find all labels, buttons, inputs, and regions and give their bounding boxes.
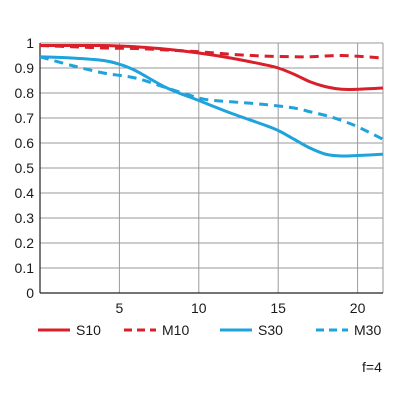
y-tick-label: 0.9 (15, 60, 35, 76)
y-tick-label: 0.4 (15, 185, 35, 201)
y-tick-label: 0.2 (15, 235, 35, 251)
legend-label-m30: M30 (354, 322, 381, 338)
series-lines (39, 43, 384, 158)
x-tick-label: 20 (350, 300, 366, 316)
series-line-s30 (39, 55, 384, 158)
series-line-m10 (39, 44, 384, 60)
legend-label-m10: M10 (162, 322, 189, 338)
y-tick-label: 0.1 (15, 260, 35, 276)
x-tick-label: 5 (115, 300, 123, 316)
axes (39, 43, 383, 294)
legend-label-s30: S30 (258, 322, 283, 338)
y-tick-label: 1 (26, 35, 34, 51)
tick-labels: 00.10.20.30.40.50.60.70.80.915 10 15 20 (15, 35, 366, 316)
y-tick-label: 0 (26, 285, 34, 301)
y-tick-label: 0.3 (15, 210, 35, 226)
grid (40, 42, 384, 293)
y-tick-label: 0.5 (15, 160, 35, 176)
y-tick-label: 0.6 (15, 135, 35, 151)
legend-label-s10: S10 (76, 322, 101, 338)
x-tick-label: 15 (270, 300, 286, 316)
y-tick-label: 0.8 (15, 85, 35, 101)
x-tick-label: 10 (191, 300, 207, 316)
legend: S10 M10 S30 M30 (38, 322, 381, 338)
aperture-note: f=4 (362, 359, 382, 375)
series-line-s10 (40, 43, 384, 91)
y-tick-label: 0.7 (15, 110, 35, 126)
series-line-m30 (39, 55, 384, 141)
